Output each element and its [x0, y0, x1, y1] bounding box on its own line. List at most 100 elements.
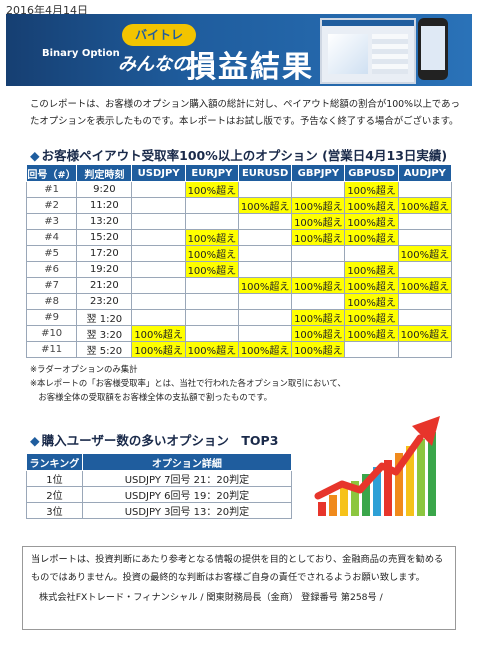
over-100-cell: 100%超え: [344, 229, 399, 246]
detail-cell: USDJPY 3回号 13：20判定: [81, 502, 293, 519]
report-date: 2016年4月14日: [6, 4, 88, 17]
table-header-cell: GBPUSD: [344, 164, 399, 182]
table-row: 2位 USDJPY 6回号 19：20判定: [26, 486, 293, 503]
empty-cell: [291, 245, 346, 262]
over-100-cell: 100%超え: [131, 325, 186, 342]
table-header-cell: USDJPY: [131, 164, 186, 182]
empty-cell: [131, 309, 186, 326]
empty-cell: [291, 261, 346, 278]
over-100-cell: 100%超え: [291, 229, 346, 246]
section-heading-top3-text: 購入ユーザー数の多いオプション TOP3: [41, 433, 279, 448]
empty-cell: [237, 181, 293, 198]
empty-cell: [344, 341, 399, 358]
section-heading-top3: ◆ 購入ユーザー数の多いオプション TOP3: [30, 430, 278, 449]
empty-cell: [397, 229, 453, 246]
judgment-time-cell: 17:20: [76, 245, 133, 262]
table-row: #8 23:20 100%超え: [25, 293, 453, 310]
round-number-cell: #3: [25, 213, 78, 230]
empty-cell: [237, 293, 293, 310]
round-number-cell: #9: [25, 309, 78, 326]
diamond-icon: ◆: [30, 148, 40, 163]
top3-table: ランキング オプション詳細 1位 USDJPY 7回号 21：20判定 2位 USD…: [26, 453, 293, 519]
payout-table: 回号（#） 判定時刻 USDJPY EURJPY EURUSD GBPJPY GBPUSD A…: [25, 164, 453, 358]
banner-title: 損益結果: [186, 50, 314, 85]
over-100-cell: 100%超え: [344, 325, 399, 342]
empty-cell: [397, 213, 453, 230]
round-number-cell: #7: [25, 277, 78, 294]
empty-cell: [131, 181, 186, 198]
over-100-cell: 100%超え: [344, 293, 399, 310]
over-100-cell: 100%超え: [184, 181, 239, 198]
table-row: #2 11:20 100%超え 100%超え 100%超え 100%超え: [25, 197, 453, 214]
chart-bar: [340, 488, 348, 516]
empty-cell: [131, 293, 186, 310]
over-100-cell: 100%超え: [291, 277, 346, 294]
empty-cell: [131, 213, 186, 230]
judgment-time-cell: 翌 1:20: [76, 309, 133, 326]
over-100-cell: 100%超え: [344, 197, 399, 214]
over-100-cell: 100%超え: [291, 309, 346, 326]
header-option-detail: オプション詳細: [81, 453, 293, 471]
table-row: #11 翌 5:20 100%超え 100%超え 100%超え 100%超え: [25, 341, 453, 358]
over-100-cell: 100%超え: [237, 277, 293, 294]
over-100-cell: 100%超え: [344, 181, 399, 198]
trend-arrow-head: [412, 416, 440, 446]
over-100-cell: 100%超え: [184, 341, 239, 358]
table-row: #9 翌 1:20 100%超え 100%超え: [25, 309, 453, 326]
over-100-cell: 100%超え: [237, 197, 293, 214]
note-line: お客様全体の受取額をお客様全体の支払額で割ったものです。: [30, 392, 273, 402]
empty-cell: [131, 245, 186, 262]
empty-cell: [131, 277, 186, 294]
round-number-cell: #6: [25, 261, 78, 278]
empty-cell: [397, 261, 453, 278]
table-row: #10 翌 3:20 100%超え 100%超え 100%超え 100%超え: [25, 325, 453, 342]
trading-screen-image: [320, 18, 416, 84]
round-number-cell: #5: [25, 245, 78, 262]
judgment-time-cell: 翌 5:20: [76, 341, 133, 358]
section-heading-payout: ◆ お客様ペイアウト受取率100%以上のオプション (営業日4月13日実績): [30, 145, 447, 164]
over-100-cell: 100%超え: [397, 325, 453, 342]
over-100-cell: 100%超え: [291, 341, 346, 358]
empty-cell: [237, 229, 293, 246]
table-row: #5 17:20 100%超え 100%超え: [25, 245, 453, 262]
over-100-cell: 100%超え: [237, 341, 293, 358]
over-100-cell: 100%超え: [131, 341, 186, 358]
judgment-time-cell: 11:20: [76, 197, 133, 214]
over-100-cell: 100%超え: [291, 213, 346, 230]
empty-cell: [397, 309, 453, 326]
round-number-cell: #4: [25, 229, 78, 246]
empty-cell: [344, 245, 399, 262]
judgment-time-cell: 23:20: [76, 293, 133, 310]
table-row: #4 15:20 100%超え 100%超え 100%超え: [25, 229, 453, 246]
banner-brand: Binary Option: [42, 48, 120, 59]
disclaimer-text: 当レポートは、投資判断にあたり参考となる情報の提供を目的としており、金融商品の売…: [31, 554, 444, 583]
chart-bar: [428, 432, 436, 516]
rank-cell: 1位: [26, 470, 83, 487]
over-100-cell: 100%超え: [344, 261, 399, 278]
over-100-cell: 100%超え: [291, 197, 346, 214]
payout-table-body: #1 9:20 100%超え 100%超え #2 11:20 100%超え 100%超え 100…: [25, 181, 453, 358]
over-100-cell: 100%超え: [184, 245, 239, 262]
empty-cell: [291, 181, 346, 198]
over-100-cell: 100%超え: [397, 277, 453, 294]
empty-cell: [291, 293, 346, 310]
table-row: #1 9:20 100%超え 100%超え: [25, 181, 453, 198]
chart-bar: [384, 460, 392, 516]
company-info: 株式会社FXトレード・フィナンシャル / 関東財務局長（金商） 登録番号 第25…: [39, 592, 383, 603]
growth-chart-illustration: [314, 416, 440, 516]
table-header-cell: EURUSD: [237, 164, 293, 182]
banner-pill-label: バイトレ: [122, 24, 196, 46]
over-100-cell: 100%超え: [291, 325, 346, 342]
table-row: 3位 USDJPY 3回号 13：20判定: [26, 502, 293, 519]
over-100-cell: 100%超え: [397, 245, 453, 262]
over-100-cell: 100%超え: [344, 277, 399, 294]
empty-cell: [237, 261, 293, 278]
table-row: #6 19:20 100%超え 100%超え: [25, 261, 453, 278]
empty-cell: [237, 213, 293, 230]
disclaimer-box: 当レポートは、投資判断にあたり参考となる情報の提供を目的としており、金融商品の売…: [22, 546, 456, 630]
chart-bar: [406, 446, 414, 516]
note-line: ※本レポートの「お客様受取率」とは、当社で行われた各オプション取引において、: [30, 378, 346, 388]
intro-text: このレポートは、お客様のオプション購入額の総計に対し、ペイアウト総額の割合が10…: [30, 99, 460, 127]
table-header-cell: AUDJPY: [397, 164, 453, 182]
judgment-time-cell: 9:20: [76, 181, 133, 198]
